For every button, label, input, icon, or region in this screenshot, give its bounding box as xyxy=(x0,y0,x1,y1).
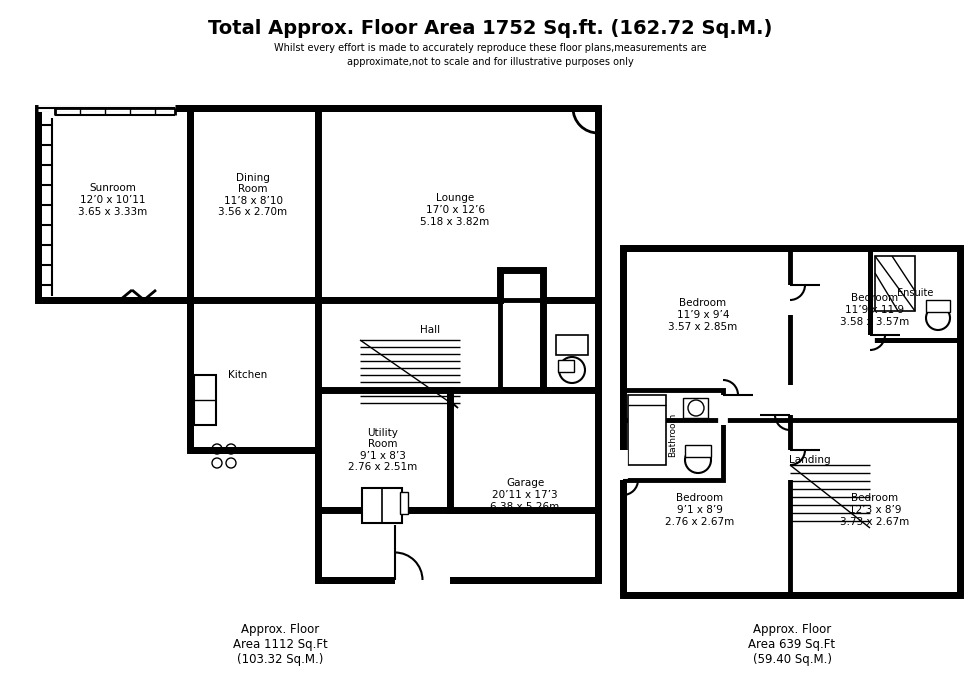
Polygon shape xyxy=(318,390,450,510)
Bar xyxy=(362,488,402,523)
Polygon shape xyxy=(318,108,598,300)
Text: Sunroom
12’0 x 10’11
3.65 x 3.33m: Sunroom 12’0 x 10’11 3.65 x 3.33m xyxy=(78,183,148,217)
Polygon shape xyxy=(450,390,598,510)
Text: Total Approx. Floor Area 1752 Sq.ft. (162.72 Sq.M.): Total Approx. Floor Area 1752 Sq.ft. (16… xyxy=(208,19,772,37)
Text: Kitchen: Kitchen xyxy=(228,370,268,380)
Bar xyxy=(683,398,708,418)
Bar xyxy=(558,360,574,372)
Text: Dining
Room
11’8 x 8’10
3.56 x 2.70m: Dining Room 11’8 x 8’10 3.56 x 2.70m xyxy=(219,172,287,217)
Circle shape xyxy=(926,306,950,330)
Text: Bedroom
12’3 x 8’9
3.73 x 2.67m: Bedroom 12’3 x 8’9 3.73 x 2.67m xyxy=(841,493,909,527)
Circle shape xyxy=(688,400,704,416)
Polygon shape xyxy=(318,270,598,450)
Text: Hall: Hall xyxy=(420,325,440,335)
Bar xyxy=(400,492,408,514)
Text: Bedroom
11’9 x 9’4
3.57 x 2.85m: Bedroom 11’9 x 9’4 3.57 x 2.85m xyxy=(668,298,738,331)
Text: Ensuite: Ensuite xyxy=(897,288,933,298)
Text: Bedroom
9’1 x 8’9
2.76 x 2.67m: Bedroom 9’1 x 8’9 2.76 x 2.67m xyxy=(665,493,735,527)
Polygon shape xyxy=(870,248,960,340)
Bar xyxy=(926,300,950,312)
Text: Utility
Room
9’1 x 8’3
2.76 x 2.51m: Utility Room 9’1 x 8’3 2.76 x 2.51m xyxy=(348,428,417,473)
Text: Lounge
17’0 x 12’6
5.18 x 3.82m: Lounge 17’0 x 12’6 5.18 x 3.82m xyxy=(420,193,490,226)
Bar xyxy=(556,335,588,355)
Text: Garage
20’11 x 17’3
6.38 x 5.26m: Garage 20’11 x 17’3 6.38 x 5.26m xyxy=(490,478,560,511)
Polygon shape xyxy=(190,300,318,450)
Bar xyxy=(628,395,666,465)
Circle shape xyxy=(559,357,585,383)
Text: Approx. Floor
Area 1112 Sq.Ft
(103.32 Sq.M.): Approx. Floor Area 1112 Sq.Ft (103.32 Sq… xyxy=(232,623,327,666)
Polygon shape xyxy=(623,390,723,480)
Polygon shape xyxy=(623,248,960,595)
Polygon shape xyxy=(543,300,598,390)
Bar xyxy=(875,256,915,311)
Text: Bedroom
11’9 x 11’9
3.58 x 3.57m: Bedroom 11’9 x 11’9 3.58 x 3.57m xyxy=(841,293,909,327)
Circle shape xyxy=(685,447,711,473)
Text: Whilst every effort is made to accurately reproduce these floor plans,measuremen: Whilst every effort is made to accuratel… xyxy=(273,43,707,67)
Text: Landing: Landing xyxy=(789,455,831,465)
Polygon shape xyxy=(190,108,318,300)
Polygon shape xyxy=(318,510,598,580)
Text: Approx. Floor
Area 639 Sq.Ft
(59.40 Sq.M.): Approx. Floor Area 639 Sq.Ft (59.40 Sq.M… xyxy=(749,623,836,666)
Text: Bathroom: Bathroom xyxy=(668,413,677,457)
Bar xyxy=(685,445,711,457)
Bar xyxy=(194,375,216,425)
Polygon shape xyxy=(38,108,190,300)
